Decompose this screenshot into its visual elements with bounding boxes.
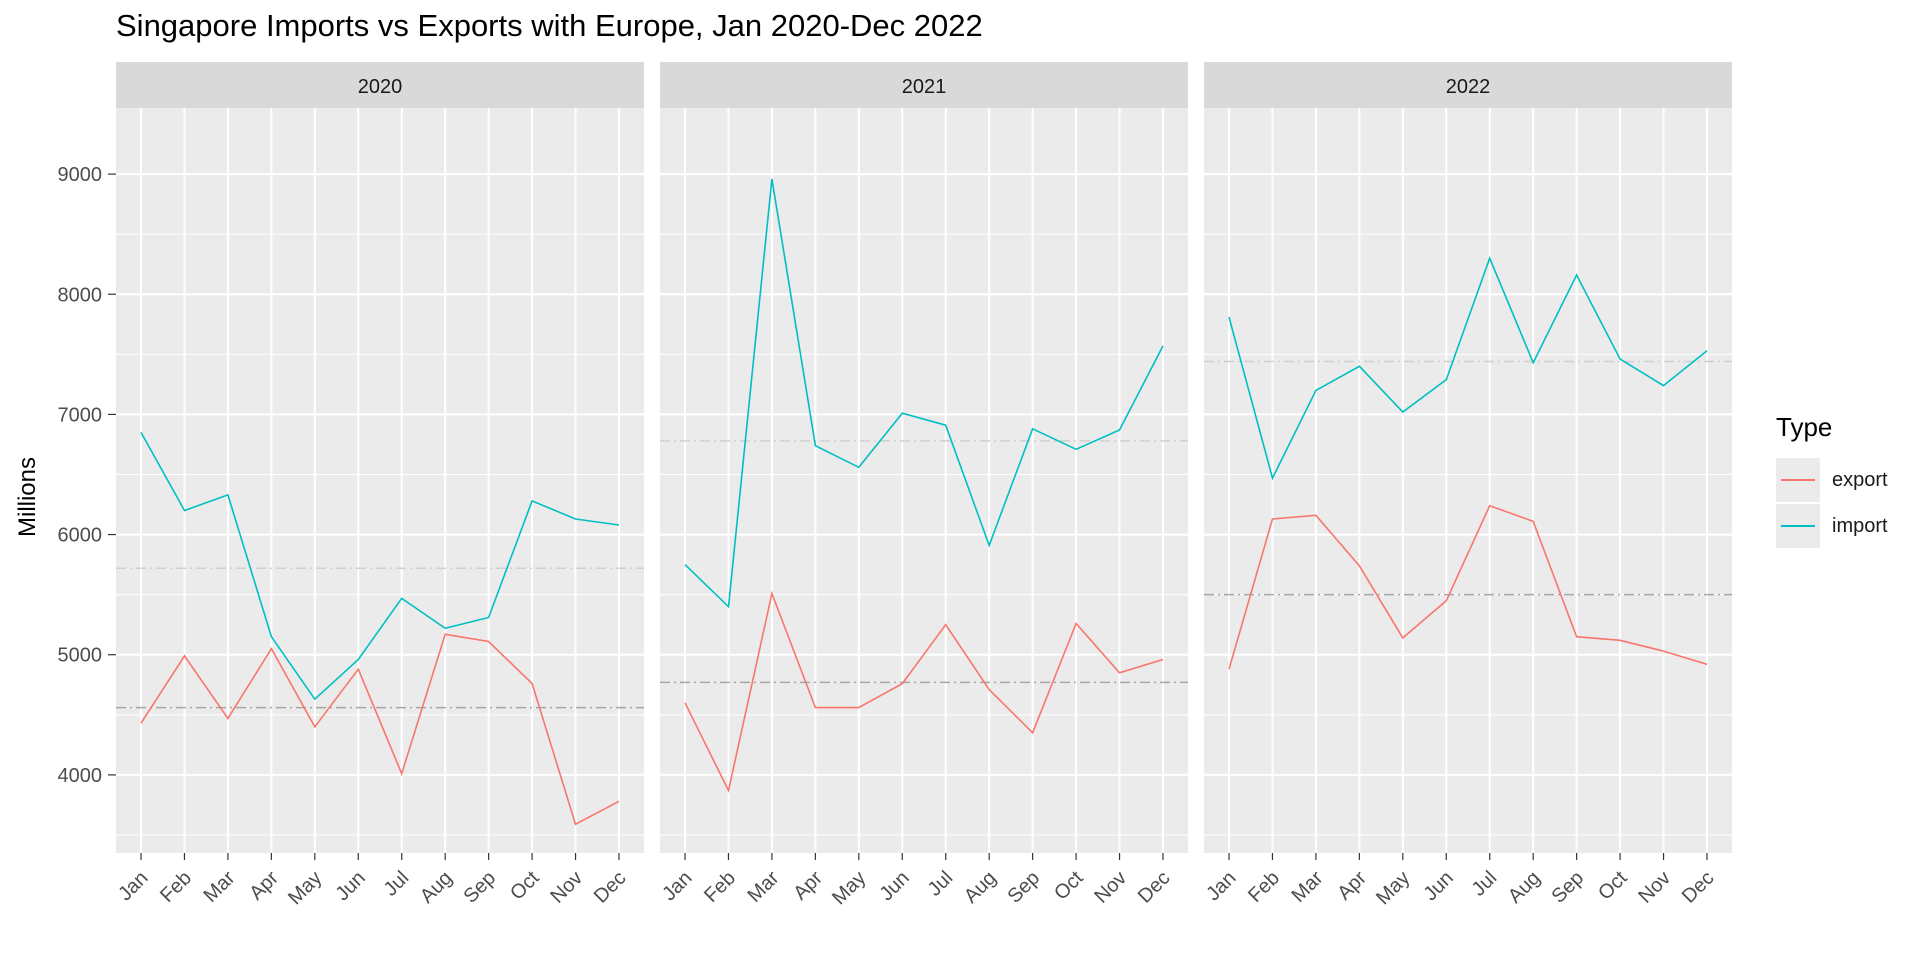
x-tick-label-2021-Jan: Jan bbox=[658, 867, 696, 905]
series-line-export-2021 bbox=[684, 590, 1164, 793]
facet-strip-2021 bbox=[660, 62, 1188, 108]
x-tick-label-2022-Jun: Jun bbox=[1419, 867, 1457, 905]
x-tick-label-2022-Dec: Dec bbox=[1678, 867, 1719, 908]
y-tick-label-4000: 4000 bbox=[58, 765, 103, 787]
x-tick-label-2022-Nov: Nov bbox=[1634, 867, 1675, 908]
legend-label-import: import bbox=[1832, 514, 1888, 537]
legend-label-export: export bbox=[1832, 468, 1888, 491]
legend-key-export bbox=[1776, 458, 1820, 502]
x-tick-label-2020-Apr: Apr bbox=[245, 867, 283, 905]
x-tick-label-2022-Sep: Sep bbox=[1547, 867, 1588, 908]
y-tick-label-8000: 8000 bbox=[58, 284, 103, 306]
x-tick-label-2021-Dec: Dec bbox=[1134, 867, 1175, 908]
x-tick-label-2021-May: May bbox=[828, 867, 870, 909]
x-tick-label-2020-Feb: Feb bbox=[156, 867, 196, 907]
x-tick-label-2021-Mar: Mar bbox=[744, 867, 784, 907]
x-tick-label-2021-Aug: Aug bbox=[960, 867, 1001, 908]
x-tick-label-2020-Oct: Oct bbox=[506, 867, 544, 905]
series-line-import-2022 bbox=[1228, 255, 1708, 481]
y-tick-label-6000: 6000 bbox=[58, 525, 103, 547]
x-tick-label-2020-Jul: Jul bbox=[380, 867, 414, 901]
panel-background-2022 bbox=[1204, 108, 1732, 853]
x-tick-label-2021-Oct: Oct bbox=[1050, 867, 1088, 905]
legend: Type export import bbox=[1776, 412, 1888, 549]
x-tick-label-2020-Nov: Nov bbox=[546, 867, 587, 908]
x-tick-label-2022-Apr: Apr bbox=[1333, 867, 1371, 905]
legend-key-import bbox=[1776, 504, 1820, 548]
facet-label-2020: 2020 bbox=[358, 76, 403, 98]
x-tick-label-2021-Apr: Apr bbox=[789, 867, 827, 905]
facet-label-2022: 2022 bbox=[1446, 76, 1491, 98]
x-tick-label-2020-Sep: Sep bbox=[459, 867, 500, 908]
y-tick-label-9000: 9000 bbox=[58, 164, 103, 186]
legend-item-export: export bbox=[1776, 457, 1888, 503]
x-tick-label-2020-May: May bbox=[284, 867, 326, 909]
chart-title: Singapore Imports vs Exports with Europe… bbox=[116, 8, 983, 43]
series-line-export-2020 bbox=[140, 633, 620, 826]
x-tick-label-2022-May: May bbox=[1372, 867, 1414, 909]
legend-line-import bbox=[1781, 525, 1815, 527]
panel-background-2021 bbox=[660, 108, 1188, 853]
facet-label-2021: 2021 bbox=[902, 76, 947, 98]
y-tick-label-7000: 7000 bbox=[58, 404, 103, 426]
x-tick-label-2021-Jun: Jun bbox=[875, 867, 913, 905]
x-tick-label-2020-Jan: Jan bbox=[114, 867, 152, 905]
panel-background-2020 bbox=[116, 108, 644, 853]
y-tick-label-5000: 5000 bbox=[58, 645, 103, 667]
x-tick-label-2022-Jul: Jul bbox=[1468, 867, 1502, 901]
x-tick-label-2021-Sep: Sep bbox=[1003, 867, 1044, 908]
legend-title: Type bbox=[1776, 412, 1833, 442]
x-tick-label-2022-Aug: Aug bbox=[1504, 867, 1545, 908]
x-tick-label-2021-Jul: Jul bbox=[924, 867, 958, 901]
x-tick-label-2021-Feb: Feb bbox=[700, 867, 740, 907]
legend-item-import: import bbox=[1776, 503, 1888, 549]
x-tick-label-2022-Jan: Jan bbox=[1202, 867, 1240, 905]
series-line-import-2020 bbox=[140, 432, 620, 701]
legend-line-export bbox=[1781, 479, 1815, 481]
facet-strip-2020 bbox=[116, 62, 644, 108]
x-tick-label-2021-Nov: Nov bbox=[1090, 867, 1131, 908]
x-tick-label-2020-Mar: Mar bbox=[200, 867, 240, 907]
x-tick-label-2020-Aug: Aug bbox=[416, 867, 457, 908]
facet-strip-2022 bbox=[1204, 62, 1732, 108]
x-tick-label-2022-Feb: Feb bbox=[1244, 867, 1284, 907]
series-line-import-2021 bbox=[684, 178, 1164, 609]
x-tick-label-2020-Jun: Jun bbox=[331, 867, 369, 905]
x-tick-label-2022-Mar: Mar bbox=[1288, 867, 1328, 907]
x-tick-label-2022-Oct: Oct bbox=[1594, 867, 1632, 905]
series-line-export-2022 bbox=[1228, 504, 1708, 670]
x-tick-label-2020-Dec: Dec bbox=[590, 867, 631, 908]
